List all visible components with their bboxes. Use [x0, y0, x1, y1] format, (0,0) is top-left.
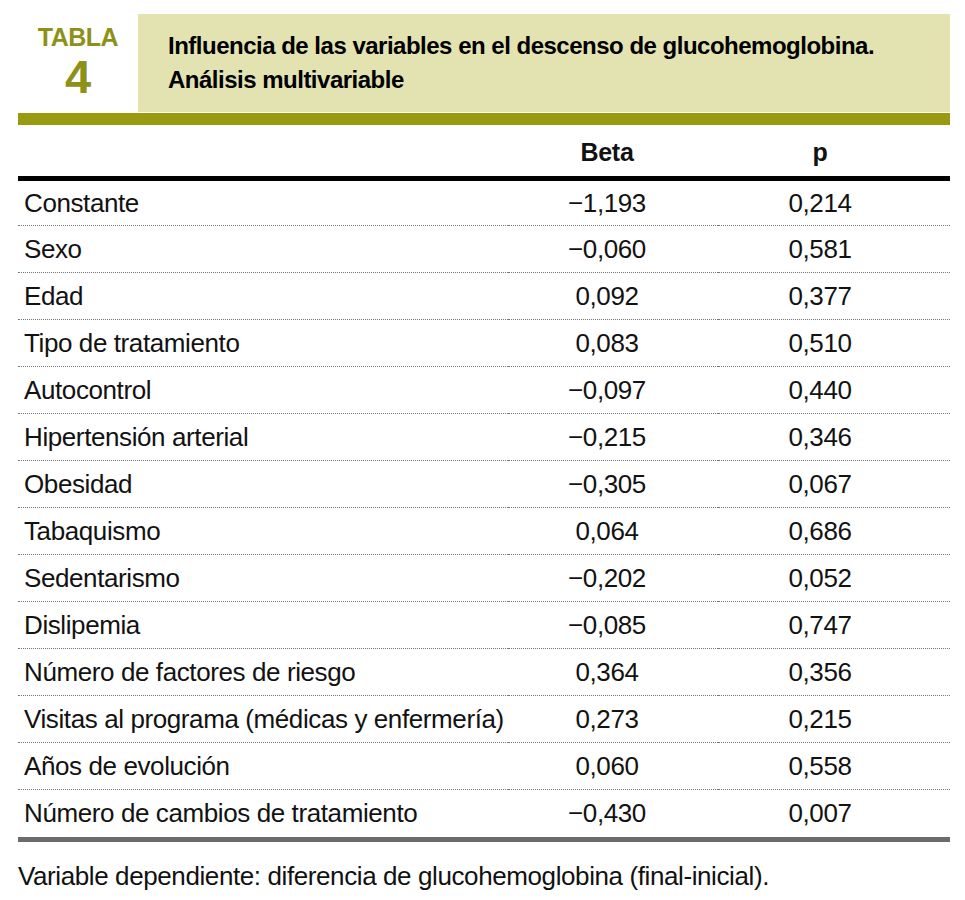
row-label: Sexo	[18, 226, 508, 273]
table-row: Años de evolución0,0600,558	[18, 743, 950, 790]
row-p-value: 0,346	[718, 414, 950, 461]
table-row: Autocontrol−0,0970,440	[18, 367, 950, 414]
table-row: Sexo−0,0600,581	[18, 226, 950, 273]
table-title-box: Influencia de las variables en el descen…	[138, 14, 950, 112]
column-header-beta: Beta	[508, 128, 718, 179]
row-p-value: 0,558	[718, 743, 950, 790]
row-beta-value: −1,193	[508, 179, 718, 226]
row-label: Dislipemia	[18, 602, 508, 649]
row-label: Número de cambios de tratamiento	[18, 790, 508, 837]
table-row: Obesidad−0,3050,067	[18, 461, 950, 508]
row-p-value: 0,581	[718, 226, 950, 273]
row-label: Edad	[18, 273, 508, 320]
table-head: Beta p	[18, 128, 950, 179]
results-table: Beta p Constante−1,1930,214Sexo−0,0600,5…	[18, 128, 950, 837]
row-p-value: 0,067	[718, 461, 950, 508]
header-row: Beta p	[18, 128, 950, 179]
table-row: Sedentarismo−0,2020,052	[18, 555, 950, 602]
row-beta-value: 0,273	[508, 696, 718, 743]
row-beta-value: 0,083	[508, 320, 718, 367]
table-row: Constante−1,1930,214	[18, 179, 950, 226]
column-header-p: p	[718, 128, 950, 179]
table-row: Número de factores de riesgo0,3640,356	[18, 649, 950, 696]
row-p-value: 0,686	[718, 508, 950, 555]
table-row: Edad0,0920,377	[18, 273, 950, 320]
table-footnote: Variable dependiente: diferencia de gluc…	[18, 861, 965, 892]
row-p-value: 0,356	[718, 649, 950, 696]
row-p-value: 0,214	[718, 179, 950, 226]
row-beta-value: 0,092	[508, 273, 718, 320]
table-number-block: TABLA 4	[18, 14, 138, 112]
row-p-value: 0,510	[718, 320, 950, 367]
row-label: Tipo de tratamiento	[18, 320, 508, 367]
row-beta-value: −0,202	[508, 555, 718, 602]
table-row: Dislipemia−0,0850,747	[18, 602, 950, 649]
row-p-value: 0,747	[718, 602, 950, 649]
olive-divider-bar	[18, 113, 950, 125]
table-label-word: TABLA	[18, 25, 138, 50]
table-figure: TABLA 4 Influencia de las variables en e…	[0, 14, 965, 900]
table-row: Hipertensión arterial−0,2150,346	[18, 414, 950, 461]
row-label: Tabaquismo	[18, 508, 508, 555]
row-label: Autocontrol	[18, 367, 508, 414]
row-label: Hipertensión arterial	[18, 414, 508, 461]
row-beta-value: 0,364	[508, 649, 718, 696]
figure-header: TABLA 4 Influencia de las variables en e…	[18, 14, 950, 112]
row-label: Años de evolución	[18, 743, 508, 790]
row-p-value: 0,052	[718, 555, 950, 602]
table-label-number: 4	[18, 53, 138, 100]
row-p-value: 0,215	[718, 696, 950, 743]
row-beta-value: −0,305	[508, 461, 718, 508]
row-label: Obesidad	[18, 461, 508, 508]
row-beta-value: −0,085	[508, 602, 718, 649]
table-title-line2: Análisis multivariable	[168, 63, 950, 97]
table-row: Número de cambios de tratamiento−0,4300,…	[18, 790, 950, 837]
table-body: Constante−1,1930,214Sexo−0,0600,581Edad0…	[18, 179, 950, 837]
row-p-value: 0,377	[718, 273, 950, 320]
row-beta-value: −0,430	[508, 790, 718, 837]
row-beta-value: 0,060	[508, 743, 718, 790]
row-beta-value: −0,060	[508, 226, 718, 273]
bottom-rule-bar	[18, 837, 950, 842]
row-label: Número de factores de riesgo	[18, 649, 508, 696]
row-beta-value: −0,097	[508, 367, 718, 414]
row-beta-value: 0,064	[508, 508, 718, 555]
table-row: Visitas al programa (médicas y enfermerí…	[18, 696, 950, 743]
table-row: Tipo de tratamiento0,0830,510	[18, 320, 950, 367]
row-beta-value: −0,215	[508, 414, 718, 461]
row-label: Sedentarismo	[18, 555, 508, 602]
table-title-line1: Influencia de las variables en el descen…	[168, 29, 950, 63]
row-label: Constante	[18, 179, 508, 226]
table-row: Tabaquismo0,0640,686	[18, 508, 950, 555]
row-p-value: 0,007	[718, 790, 950, 837]
column-header-variable	[18, 128, 508, 179]
row-p-value: 0,440	[718, 367, 950, 414]
row-label: Visitas al programa (médicas y enfermerí…	[18, 696, 508, 743]
